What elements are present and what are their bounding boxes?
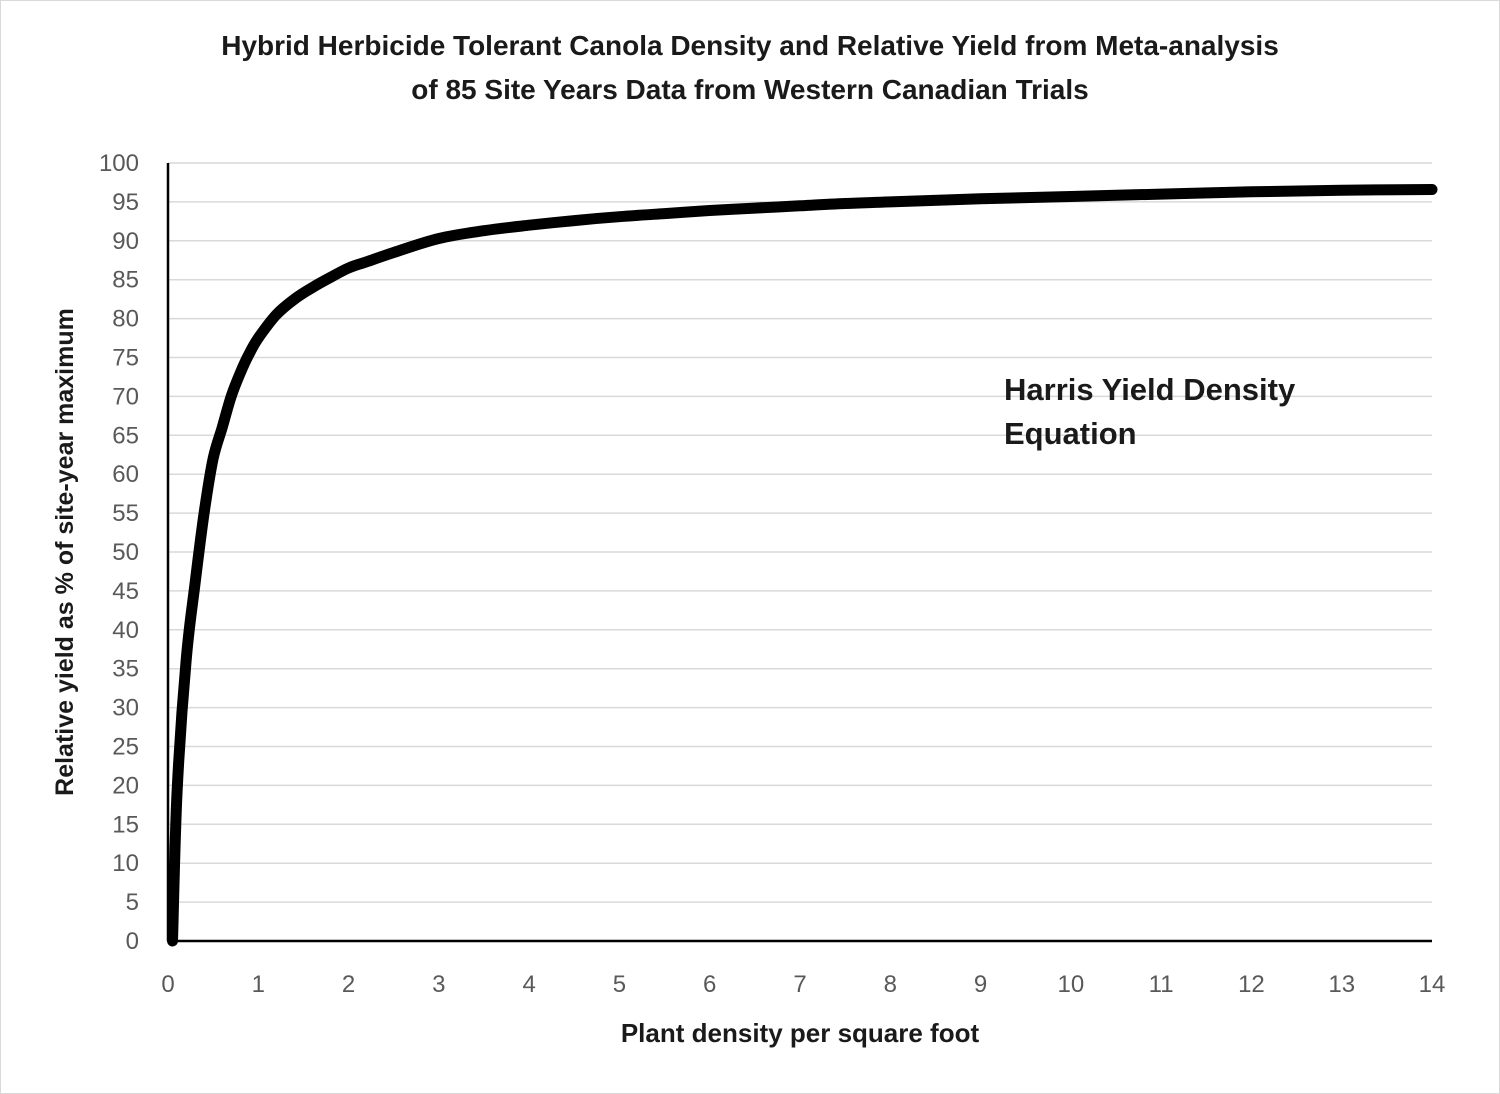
x-tick-label: 10 xyxy=(1058,971,1085,998)
chart-title-line-2: of 85 Site Years Data from Western Canad… xyxy=(411,74,1089,105)
y-tick-label: 65 xyxy=(112,422,139,449)
y-tick-label: 15 xyxy=(112,811,139,838)
x-tick-label: 6 xyxy=(703,971,716,998)
y-tick-label: 50 xyxy=(112,539,139,566)
x-tick-label: 8 xyxy=(884,971,897,998)
equation-annotation: Harris Yield Density Equation xyxy=(1004,368,1324,456)
x-tick-label: 9 xyxy=(974,971,987,998)
x-tick-label: 3 xyxy=(432,971,445,998)
y-tick-label: 100 xyxy=(99,150,139,177)
y-tick-label: 60 xyxy=(112,461,139,488)
x-tick-labels: 0 1 2 3 4 5 6 7 8 9 10 11 12 13 14 xyxy=(161,971,1445,998)
axes xyxy=(166,163,1432,943)
y-tick-label: 0 xyxy=(126,928,139,955)
x-tick-label: 7 xyxy=(793,971,806,998)
y-tick-label: 5 xyxy=(126,889,139,916)
y-axis-label: Relative yield as % of site-year maximum xyxy=(51,308,79,796)
y-tick-label: 85 xyxy=(112,267,139,294)
y-tick-label: 35 xyxy=(112,656,139,683)
y-tick-label: 70 xyxy=(112,383,139,410)
annotation-line-1: Harris Yield Density xyxy=(1004,372,1296,407)
x-tick-label: 14 xyxy=(1419,971,1446,998)
chart-title-line-1: Hybrid Herbicide Tolerant Canola Density… xyxy=(221,30,1279,61)
y-tick-label: 55 xyxy=(112,500,139,527)
x-tick-label: 11 xyxy=(1149,971,1174,998)
y-tick-labels: 0 5 10 15 20 25 30 35 40 45 50 55 60 65 70 75 80 85 90 95 10… xyxy=(99,150,139,955)
x-tick-label: 4 xyxy=(522,971,535,998)
gridlines xyxy=(168,162,1432,903)
x-tick-label: 13 xyxy=(1328,971,1355,998)
y-tick-label: 20 xyxy=(112,772,139,799)
y-tick-label: 10 xyxy=(112,850,139,877)
series-line-0 xyxy=(167,184,1438,947)
y-tick-label: 40 xyxy=(112,617,139,644)
x-tick-label: 1 xyxy=(252,971,265,998)
x-tick-label: 2 xyxy=(342,971,355,998)
x-tick-label: 0 xyxy=(161,971,174,998)
y-tick-label: 75 xyxy=(112,345,139,372)
x-tick-label: 12 xyxy=(1238,971,1265,998)
y-tick-label: 30 xyxy=(112,695,139,722)
y-tick-label: 95 xyxy=(112,189,139,216)
annotation-line-2: Equation xyxy=(1004,416,1137,451)
x-axis-label: Plant density per square foot xyxy=(621,1018,980,1048)
series-group xyxy=(167,184,1438,947)
y-tick-label: 45 xyxy=(112,578,139,605)
x-tick-label: 5 xyxy=(613,971,626,998)
y-tick-label: 25 xyxy=(112,734,139,761)
y-tick-label: 90 xyxy=(112,228,139,255)
y-tick-label: 80 xyxy=(112,306,139,333)
